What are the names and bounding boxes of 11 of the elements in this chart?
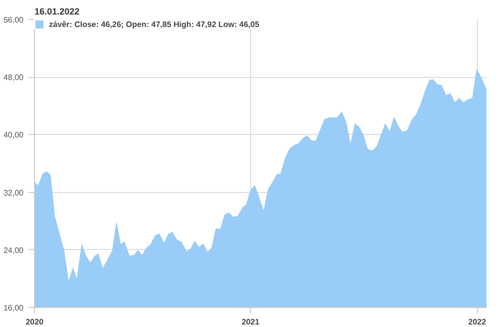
x-tick-label: 2020: [26, 318, 44, 326]
y-tick-label: 48,00: [3, 73, 24, 82]
chart-title: 16.01.2022: [34, 6, 80, 16]
x-tick-label: 2022: [468, 318, 487, 326]
legend-label: závěr: Close: 46,26; Open: 47,85 High: 47,92 Low: 46,05: [49, 19, 260, 29]
y-tick-label: 24,00: [3, 246, 24, 255]
y-tick-label: 56,00: [3, 16, 24, 24]
y-tick-label: 16,00: [3, 304, 24, 312]
y-tick-label: 32,00: [3, 188, 24, 198]
y-tick-label: 40,00: [3, 130, 24, 140]
x-tick-label: 2021: [242, 318, 260, 326]
